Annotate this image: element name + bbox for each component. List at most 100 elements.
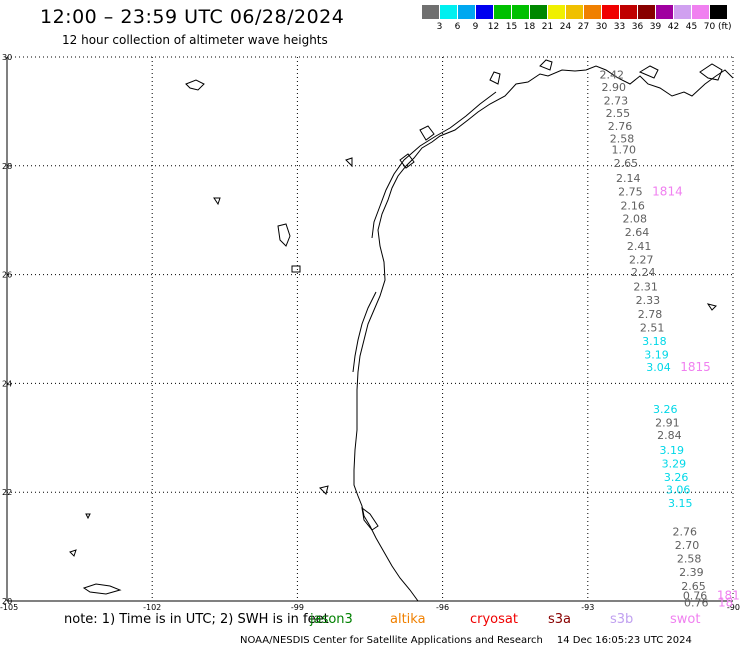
colorbar-swatch <box>710 5 727 19</box>
satellite-label: cryosat <box>470 612 518 627</box>
colorbar-swatch <box>638 5 655 19</box>
wave-height-value: 2.65 <box>681 580 706 593</box>
wave-height-value: 3.18 <box>642 335 667 348</box>
graticule <box>6 56 734 602</box>
footer-note: note: 1) Time is in UTC; 2) SWH is in fe… <box>64 612 329 627</box>
colorbar-label: 6 <box>454 22 461 32</box>
colorbar-swatch <box>602 5 619 19</box>
colorbar-swatch <box>674 5 691 19</box>
wave-height-value: 3.26 <box>653 403 678 416</box>
wave-height-value: 2.76 <box>608 120 633 133</box>
barrier-island-texas <box>371 91 497 239</box>
wave-height-value: 3.19 <box>644 349 669 362</box>
longitude-tick-label: -96 <box>436 603 449 612</box>
satellite-label: s3a <box>548 612 572 627</box>
wave-height-value: 2.42 <box>599 68 624 81</box>
render-timestamp: 14 Dec 16:05:23 UTC 2024 <box>556 635 692 646</box>
track-time-label: 181 <box>717 589 740 603</box>
satellite-label: s3b <box>610 612 634 627</box>
satellite-label: jason3 <box>310 612 353 627</box>
map-subtitle: 12 hour collection of altimeter wave hei… <box>62 33 328 47</box>
wave-height-value: 2.16 <box>620 200 645 213</box>
inland-lake-4 <box>345 157 353 168</box>
colorbar-label: 24 <box>559 22 572 32</box>
colorbar-label: 9 <box>472 22 479 32</box>
wave-height-value: 2.58 <box>677 553 702 566</box>
colorbar-swatch <box>512 5 529 19</box>
longitude-tick-label: -90 <box>727 603 740 612</box>
satellite-label: altika <box>390 612 426 627</box>
vermilion-bay <box>638 65 659 79</box>
calcasieu-lake <box>539 59 553 71</box>
wave-height-value: 3.19 <box>660 444 685 457</box>
galveston-bay <box>419 125 435 141</box>
colorbar-swatch <box>422 5 439 19</box>
inland-lake-7 <box>82 583 122 595</box>
wave-height-value: 2.90 <box>601 81 626 94</box>
wave-height-value: 2.24 <box>631 266 656 279</box>
wave-height-value: 3.29 <box>662 457 687 470</box>
longitude-tick-label: -102 <box>143 603 161 612</box>
colorbar-swatch <box>584 5 601 19</box>
colorbar-swatch <box>548 5 565 19</box>
wave-height-value: 2.55 <box>606 107 631 120</box>
colorbar-label: 33 <box>613 22 626 32</box>
satellite-label: swot <box>670 612 701 627</box>
longitude-tick-label: -93 <box>581 603 594 612</box>
colorbar-swatch <box>566 5 583 19</box>
coastline <box>69 59 734 602</box>
axis-tick-labels: 30 28 26 24 22 20-105 -102 -99 -96 -93 -90 <box>0 53 740 612</box>
mississippi-delta <box>699 63 723 81</box>
wave-height-value: 2.76 <box>673 525 698 538</box>
wave-height-value: 2.75 <box>618 185 643 198</box>
sabine-lake <box>489 71 501 85</box>
colorbar-label: 30 <box>595 22 608 32</box>
colorbar-swatch <box>494 5 511 19</box>
colorbar-label: 12 <box>487 22 500 32</box>
latitude-tick-label: 24 <box>2 379 12 388</box>
credit-text: NOAA/NESDIS Center for Satellite Applica… <box>240 635 543 646</box>
inland-lake-2 <box>277 223 291 247</box>
colorbar-swatch <box>620 5 637 19</box>
colorbar-label: 36 <box>631 22 644 32</box>
track-time-label: 1814 <box>652 184 683 198</box>
wave-height-value: 2.27 <box>629 253 654 266</box>
wave-height-value: 0.76 <box>684 597 709 610</box>
wave-height-value: 2.91 <box>655 417 680 430</box>
wave-height-value: 2.31 <box>633 281 658 294</box>
laguna-madre-barrier <box>352 291 377 373</box>
latitude-tick-label: 28 <box>2 162 12 171</box>
colorbar-swatch <box>656 5 673 19</box>
colorbar-swatch <box>458 5 475 19</box>
wave-height-value: 2.64 <box>625 226 650 239</box>
colorbar-label: 39 <box>649 22 662 32</box>
colorbar-label: 45 <box>685 22 698 32</box>
inland-lake-9 <box>85 513 91 520</box>
longitude-tick-label: -99 <box>291 603 304 612</box>
map-title: 12:00 – 23:59 UTC 06/28/2024 <box>40 6 345 28</box>
colorbar-swatch <box>476 5 493 19</box>
wave-height-value: 2.58 <box>610 133 635 146</box>
wave-height-value: 0.76 <box>683 590 708 603</box>
inland-lake-10 <box>706 303 717 311</box>
wave-height-value: 2.84 <box>657 429 682 442</box>
wave-height-value: 2.33 <box>636 294 661 307</box>
wave-height-value: 3.04 <box>646 361 671 374</box>
wave-height-value: 1.70 <box>611 143 636 156</box>
altimeter-track-labels: 2.422.902.732.552.762.581.702.652.142.75… <box>599 68 739 609</box>
wave-height-value: 3.15 <box>668 497 693 510</box>
latitude-tick-label: 20 <box>2 597 12 606</box>
colorbar-swatch <box>440 5 457 19</box>
footer-credit: NOAA/NESDIS Center for Satellite Applica… <box>240 635 692 646</box>
longitude-tick-label: -105 <box>0 603 18 612</box>
wave-height-value: 2.08 <box>623 213 648 226</box>
wave-height-value: 2.78 <box>638 308 663 321</box>
colorbar-label: 15 <box>505 22 518 32</box>
inland-lake-5 <box>213 197 221 206</box>
latitude-tick-label: 30 <box>2 53 12 62</box>
wave-height-value: 2.73 <box>604 95 629 108</box>
colorbar-label: 3 <box>436 22 443 32</box>
inland-lake-6 <box>319 485 329 495</box>
colorbar-label: 27 <box>577 22 590 32</box>
wave-height-value: 3.06 <box>666 483 691 496</box>
